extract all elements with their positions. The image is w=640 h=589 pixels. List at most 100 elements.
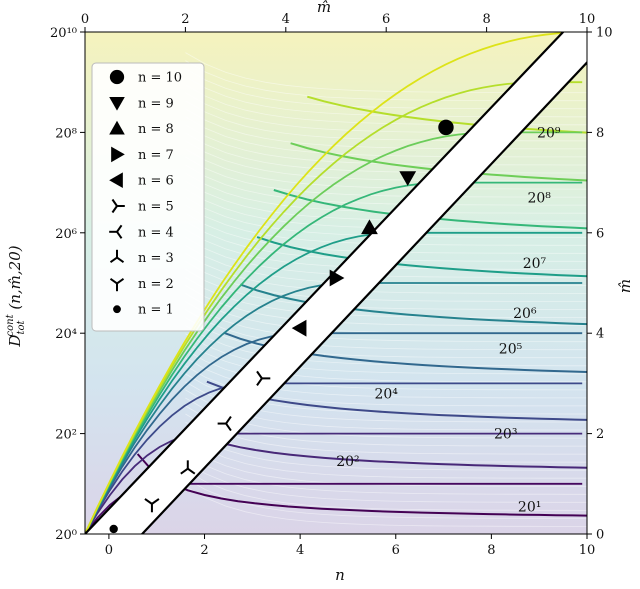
tick-label-top-2: 4: [282, 12, 290, 27]
legend-marker-8: [109, 278, 125, 292]
legend-marker-0: [109, 69, 125, 85]
x-axis-label-top: m̂: [317, 0, 331, 16]
faint-line: [185, 485, 587, 527]
faint-line: [185, 477, 587, 519]
tick-label-left-2: 20⁴: [55, 327, 77, 342]
marker-n4-stroke: [225, 422, 232, 432]
tick-label-bottom-2: 4: [296, 543, 304, 558]
faint-line: [185, 437, 587, 479]
tick-label-right-2: 4: [596, 327, 604, 342]
tick-label-left-3: 20⁶: [55, 227, 77, 242]
y-axis-label-right: m̂: [616, 279, 634, 293]
y-label-sup: cont: [5, 313, 16, 336]
legend-items: n = 10 n = 9 n = 8 n = 7 n = 6 n = 5 n = 4 n = …: [109, 69, 182, 318]
curve-markers: [109, 119, 454, 534]
legend-label-2: n = 8: [138, 122, 174, 137]
contour-label-5: 20⁵: [499, 341, 523, 357]
tick-label-left-1: 20²: [55, 428, 77, 443]
contour-label-3: 20³: [494, 427, 517, 443]
curve-n2: [85, 432, 583, 534]
tick-label-top-5: 10: [579, 12, 596, 27]
marker-n3: [180, 460, 196, 475]
y-label-main: D: [6, 335, 24, 348]
legend-label-1: n = 9: [138, 96, 174, 111]
legend-label-4: n = 6: [138, 174, 174, 189]
faint-line: [185, 453, 587, 495]
faint-line: [185, 100, 587, 142]
legend-marker-1: [109, 96, 125, 111]
contour-3: [206, 380, 587, 421]
legend-marker-5-stroke: [111, 205, 118, 214]
marker-n3-stroke: [180, 467, 189, 475]
marker-n10: [438, 119, 454, 136]
tick-label-bottom-3: 6: [392, 543, 400, 558]
legend-marker-5: [111, 198, 125, 214]
legend-marker-9: [113, 305, 121, 314]
tick-label-left-0: 20⁰: [55, 528, 77, 543]
tick-label-bottom-0: 0: [105, 543, 113, 558]
faint-line: [185, 301, 587, 343]
tick-label-top-3: 6: [382, 12, 390, 27]
faint-line: [185, 172, 587, 214]
diagonal-band: [85, 32, 587, 534]
tick-label-top-4: 8: [482, 12, 490, 27]
legend-label-9: n = 1: [138, 303, 174, 318]
data-curves: [85, 32, 583, 534]
legend-marker-4: [109, 172, 123, 188]
contour-labels: 20¹ 20² 20³ 20⁴ 20⁵ 20⁶ 20⁷ 20⁸ 20⁹: [336, 125, 561, 515]
contour-2: [189, 431, 587, 469]
faint-line: [185, 108, 587, 150]
faint-line: [185, 148, 587, 190]
marker-n8: [361, 219, 378, 235]
legend-label-5: n = 5: [138, 200, 174, 215]
legend-marker-6-stroke: [116, 231, 123, 239]
tick-label-bottom-4: 8: [487, 543, 495, 558]
legend-label-8: n = 2: [138, 277, 174, 292]
tick-label-right-1: 2: [596, 427, 604, 442]
tick-label-top-1: 2: [181, 12, 189, 27]
marker-n5-stroke: [256, 370, 263, 379]
legend-label-3: n = 7: [138, 148, 174, 163]
faint-line: [185, 429, 587, 471]
contour-label-4: 20⁴: [374, 386, 398, 402]
y-label-sub: tot: [16, 320, 27, 335]
faint-line: [185, 116, 587, 158]
legend: n = 10 n = 9 n = 8 n = 7 n = 6 n = 5 n = 4 n = …: [91, 62, 205, 332]
faint-line: [185, 269, 587, 310]
legend-marker-8-stroke: [109, 278, 118, 285]
faint-line: [185, 277, 587, 318]
marker-n2-stroke: [144, 498, 153, 505]
legend-marker-3: [111, 146, 125, 163]
marker-n5-stroke: [256, 377, 263, 386]
contour-6: [256, 236, 587, 278]
contour-label-9: 20⁹: [537, 125, 561, 141]
y-label-args: (n,m̂,20): [6, 245, 24, 314]
x-axis-label-bottom: n: [335, 566, 345, 584]
faint-line: [185, 156, 587, 198]
legend-label-7: n = 3: [138, 251, 174, 266]
legend-marker-2: [109, 120, 125, 135]
legend-marker-7: [109, 249, 125, 263]
curve-n4: [85, 332, 583, 534]
marker-n7: [329, 269, 345, 287]
tick-label-left-5: 20¹⁰: [50, 26, 77, 41]
tick-label-right-4: 8: [596, 126, 604, 141]
marker-n5: [256, 370, 271, 386]
faint-line: [185, 140, 587, 182]
band-edge-right: [140, 60, 587, 534]
legend-label-6: n = 4: [138, 225, 174, 240]
marker-n6: [291, 319, 307, 337]
tick-label-bottom-1: 2: [200, 543, 208, 558]
curve-n7: [85, 181, 583, 534]
legend-label-0: n = 10: [138, 71, 182, 86]
faint-line: [185, 325, 587, 367]
marker-n4-stroke: [225, 415, 232, 425]
tick-label-right-0: 0: [596, 528, 604, 543]
y-axis-label-left: Dtotcont (n,m̂,20): [5, 245, 27, 347]
faint-line: [185, 397, 587, 439]
faint-line: [185, 413, 587, 455]
faint-line: [185, 317, 587, 359]
contour-label-8: 20⁸: [527, 191, 551, 207]
